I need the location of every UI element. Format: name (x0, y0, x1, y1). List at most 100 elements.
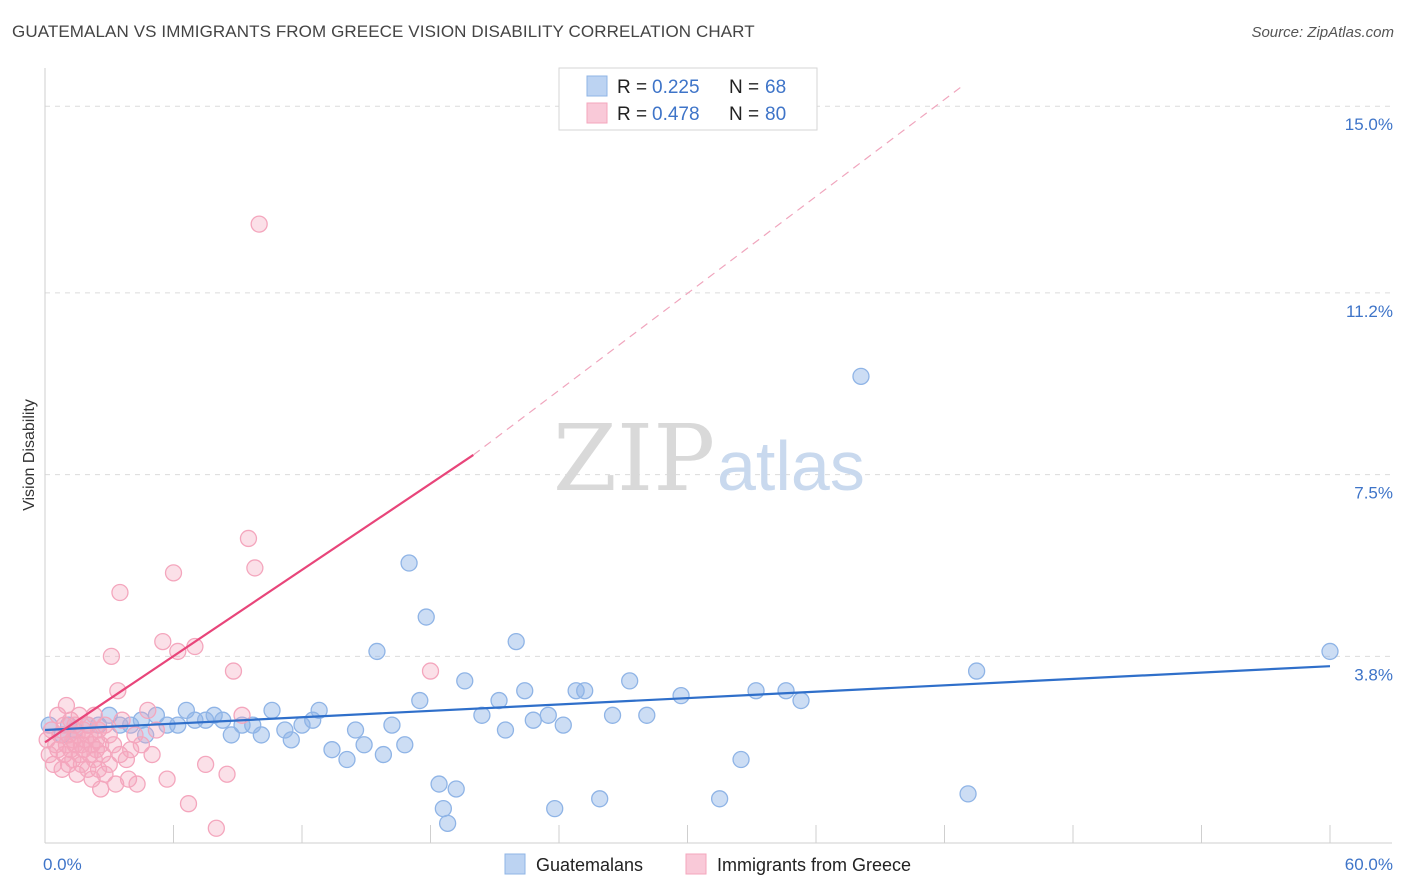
point-guatemalans (282, 731, 300, 749)
point-guatemalans (368, 642, 386, 661)
x-tick-label-end: 60.0% (1345, 855, 1393, 874)
point-guatemalans (411, 691, 429, 710)
point-greece (143, 745, 161, 764)
point-greece (154, 632, 172, 651)
point-guatemalans (338, 750, 356, 769)
point-guatemalans (100, 706, 118, 724)
point-guatemalans (546, 799, 564, 818)
y-axis-label: Vision Disability (21, 399, 38, 511)
point-guatemalans (777, 682, 795, 700)
point-guatemalans (852, 367, 870, 386)
point-greece (107, 775, 125, 793)
point-guatemalans (417, 608, 435, 626)
legend-n-label-1: N = (729, 77, 759, 98)
point-guatemalans (346, 721, 365, 739)
point-guatemalans (205, 706, 223, 724)
point-greece (218, 765, 236, 783)
point-greece (96, 765, 114, 783)
point-guatemalans (732, 750, 750, 769)
point-guatemalans (621, 672, 639, 690)
watermark-zip: ZIP (553, 405, 715, 512)
point-greece (94, 745, 112, 764)
point-guatemalans (792, 691, 810, 710)
point-guatemalans (222, 726, 240, 744)
point-guatemalans (310, 701, 328, 720)
trend-line-greece-extrapolated (472, 86, 962, 456)
point-greece (147, 721, 166, 739)
point-greece (246, 559, 264, 577)
legend-r-label-1: R = (617, 77, 647, 98)
point-guatemalans (507, 632, 525, 651)
point-greece (100, 755, 118, 774)
stats-legend: R = 0.225 N = 68 R = 0.478 N = 80 (558, 67, 818, 131)
point-guatemalans (147, 706, 166, 724)
point-guatemalans (438, 814, 457, 833)
point-greece (421, 662, 440, 680)
point-greece (164, 564, 183, 582)
point-guatemalans (400, 554, 418, 572)
point-guatemalans (959, 785, 977, 803)
point-guatemalans (276, 721, 294, 739)
point-guatemalans (355, 736, 373, 754)
point-guatemalans (967, 662, 986, 680)
point-guatemalans (447, 780, 465, 798)
y-tick-label: 7.5% (1354, 484, 1393, 503)
point-guatemalans (524, 711, 542, 729)
point-guatemalans (434, 799, 453, 818)
bottom-legend-swatch-greece (685, 853, 707, 875)
point-greece (113, 711, 131, 729)
trend-lines (44, 86, 1331, 744)
source-attribution: Source: ZipAtlas.com (1251, 24, 1394, 41)
point-guatemalans (554, 716, 572, 734)
point-guatemalans (496, 721, 515, 739)
y-tick-label: 3.8% (1354, 665, 1393, 684)
point-greece (239, 529, 258, 548)
point-guatemalans (323, 741, 341, 759)
watermark-atlas: atlas (717, 427, 865, 505)
point-guatemalans (539, 706, 557, 724)
legend-swatch-guatemalans (586, 75, 608, 97)
bottom-legend-swatch-guatemalans (504, 853, 526, 875)
trend-line-greece (44, 454, 474, 744)
series-legend: Guatemalans Immigrants from Greece (504, 853, 911, 875)
gridlines (45, 105, 1392, 657)
point-guatemalans (374, 745, 393, 764)
legend-r-label-2: R = (617, 104, 647, 125)
point-greece (139, 701, 157, 720)
point-guatemalans (383, 716, 401, 734)
point-greece (92, 780, 110, 798)
point-guatemalans (747, 682, 765, 700)
legend-n-value-1: 68 (765, 77, 786, 98)
point-greece (111, 583, 129, 602)
point-guatemalans (263, 701, 281, 720)
point-greece (109, 682, 127, 700)
point-greece (128, 775, 146, 793)
point-greece (196, 755, 215, 774)
tick-labels: 3.8% 7.5% 11.2% 15.0% 0.0% 60.0% (43, 115, 1393, 874)
point-greece (224, 662, 243, 680)
point-guatemalans (710, 790, 729, 808)
point-greece (250, 215, 268, 233)
point-greece (117, 750, 136, 769)
chart-title: GUATEMALAN VS IMMIGRANTS FROM GREECE VIS… (12, 22, 755, 41)
point-guatemalans (603, 706, 622, 724)
bottom-legend-label-guatemalans: Guatemalans (536, 855, 643, 875)
point-guatemalans (196, 711, 215, 729)
point-greece (40, 745, 58, 764)
x-tick-label-start: 0.0% (43, 855, 82, 874)
point-guatemalans (638, 706, 656, 724)
series-greece-points (38, 215, 440, 837)
y-tick-label: 11.2% (1346, 302, 1393, 321)
legend-r-value-1: 0.225 (652, 77, 700, 98)
point-greece (96, 716, 114, 734)
point-greece (126, 726, 144, 744)
point-greece (179, 795, 198, 813)
point-guatemalans (591, 790, 609, 808)
legend-swatch-greece (586, 102, 608, 124)
axes (44, 68, 1392, 844)
point-guatemalans (1321, 642, 1339, 661)
point-guatemalans (430, 775, 448, 793)
y-tick-label: 15.0% (1345, 115, 1393, 134)
point-greece (119, 770, 138, 788)
